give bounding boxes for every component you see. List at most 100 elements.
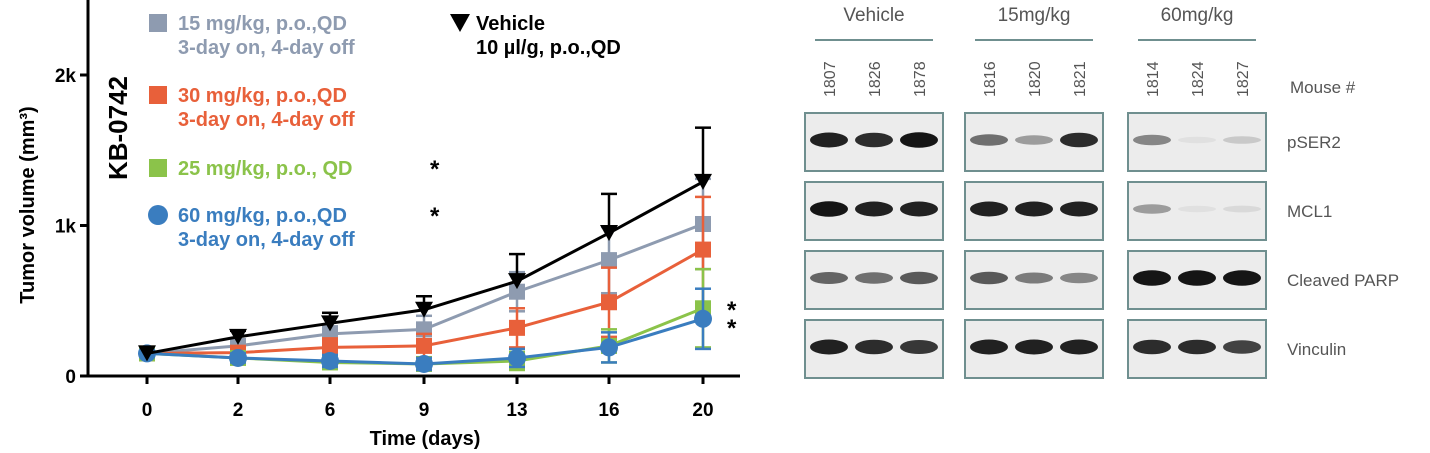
- protein-band: [1133, 134, 1171, 146]
- x-axis-label: Time (days): [370, 428, 481, 450]
- protein-band: [1178, 270, 1216, 286]
- western-blot-panel: Vehicle 1807 1826 1878 15mg/kg 1816 1820 1821 60…: [804, 5, 1399, 379]
- protein-band: [810, 272, 848, 284]
- tumor-volume-chart: Tumor volume (mm³) KB-0742 Time (days) 0…: [17, 0, 740, 450]
- legend-marker-dose25: [149, 159, 167, 177]
- protein-band: [810, 339, 848, 355]
- blot-panel: [1127, 250, 1267, 310]
- blot-panel: [1127, 319, 1267, 379]
- blot-group-label: 15mg/kg: [998, 5, 1071, 26]
- legend-label-dose60: 60 mg/kg, p.o.,QD: [178, 205, 347, 227]
- protein-band: [1178, 205, 1216, 213]
- data-point-dose60: [415, 354, 433, 373]
- mouse-id: 1878: [912, 61, 929, 97]
- blot-panel: [964, 319, 1104, 379]
- protein-band: [1223, 270, 1261, 286]
- protein-band: [1060, 201, 1098, 217]
- data-point-dose15: [509, 283, 525, 300]
- mouse-id: 1826: [867, 61, 884, 97]
- data-point-dose30: [695, 241, 711, 258]
- data-point-dose30: [601, 294, 617, 311]
- y-axis-label: Tumor volume (mm³): [17, 106, 39, 303]
- protein-band: [1015, 201, 1053, 217]
- protein-band: [1060, 272, 1098, 284]
- blot-panel: [1127, 112, 1267, 172]
- data-point-vehicle: [415, 301, 433, 318]
- mouse-id: 1814: [1145, 61, 1162, 97]
- data-point-dose60: [508, 348, 526, 367]
- protein-band: [1060, 339, 1098, 355]
- protein-band: [970, 339, 1008, 355]
- protein-band: [1060, 132, 1098, 148]
- legend-marker-dose60: [148, 205, 168, 225]
- legend-marker-dose30: [149, 86, 167, 104]
- protein-band: [900, 340, 938, 354]
- mouse-id: 1824: [1190, 61, 1207, 97]
- blot-panel: [964, 112, 1104, 172]
- protein-band: [970, 271, 1008, 285]
- protein-band: [810, 132, 848, 148]
- mouse-id: 1807: [822, 61, 839, 97]
- legend-label-vehicle: Vehicle: [476, 13, 545, 35]
- blot-panel: [964, 250, 1104, 310]
- data-point-vehicle: [138, 345, 156, 362]
- protein-band: [810, 201, 848, 217]
- y-tick-label: 2k: [55, 66, 77, 87]
- y-tick-label: 1k: [55, 217, 77, 238]
- mouse-id: 1827: [1235, 61, 1252, 97]
- data-point-dose15: [601, 252, 617, 269]
- mouse-id: 1816: [982, 61, 999, 97]
- protein-band: [1223, 136, 1261, 144]
- data-point-dose30: [509, 319, 525, 336]
- protein-band: [1223, 205, 1261, 213]
- legend-significance: *: [430, 203, 440, 230]
- blot-group-label: 60mg/kg: [1161, 5, 1234, 26]
- legend-label-vehicle: 10 µl/g, p.o.,QD: [476, 37, 621, 59]
- series-layer: **: [138, 126, 737, 373]
- legend-item-dose15: 15 mg/kg, p.o.,QD3-day on, 4-day off: [149, 13, 355, 59]
- blot-panel: [1127, 181, 1267, 241]
- x-tick-label: 20: [692, 400, 713, 421]
- protein-band: [1133, 270, 1171, 286]
- protein-band: [1015, 272, 1053, 284]
- mouse-header: Mouse #: [1290, 78, 1356, 97]
- legend: 15 mg/kg, p.o.,QD3-day on, 4-day off 30 m…: [148, 13, 621, 251]
- protein-band: [900, 271, 938, 285]
- legend-item-dose60: 60 mg/kg, p.o.,QD3-day on, 4-day off *: [148, 203, 440, 251]
- band-label: pSER2: [1287, 133, 1341, 152]
- significance-annotation: *: [727, 315, 737, 342]
- protein-band: [900, 201, 938, 217]
- x-tick-label: 6: [325, 400, 336, 421]
- band-label: Cleaved PARP: [1287, 271, 1399, 290]
- protein-band: [1178, 339, 1216, 355]
- protein-band: [855, 272, 893, 284]
- protein-band: [1133, 339, 1171, 355]
- x-tick-label: 2: [233, 400, 244, 421]
- protein-band: [855, 201, 893, 217]
- data-point-vehicle: [600, 225, 618, 242]
- protein-band: [970, 134, 1008, 146]
- blot-panel: [804, 112, 944, 172]
- band-label: Vinculin: [1287, 340, 1346, 359]
- band-label: MCL1: [1287, 202, 1332, 221]
- series-vehicle: [138, 126, 712, 362]
- axes: 0 1k 2k 0 2 6 9 13 16 20: [55, 0, 740, 421]
- data-point-dose30: [416, 337, 432, 354]
- data-point-dose60: [600, 338, 618, 357]
- series-dose60: [138, 287, 712, 373]
- legend-marker-vehicle: [450, 14, 470, 32]
- legend-significance: *: [430, 156, 440, 183]
- data-point-vehicle: [694, 173, 712, 190]
- blot-panel: [804, 181, 944, 241]
- protein-band: [855, 339, 893, 355]
- blot-group-label: Vehicle: [843, 5, 904, 26]
- legend-label-dose30: 3-day on, 4-day off: [178, 109, 355, 131]
- protein-band: [1015, 135, 1053, 145]
- legend-marker-dose15: [149, 14, 167, 32]
- mouse-id: 1821: [1072, 61, 1089, 97]
- blot-group-0: Vehicle 1807 1826 1878: [804, 5, 944, 379]
- protein-band: [1015, 339, 1053, 355]
- y-tick-label: 0: [65, 367, 76, 388]
- legend-item-dose30: 30 mg/kg, p.o.,QD3-day on, 4-day off: [149, 85, 355, 131]
